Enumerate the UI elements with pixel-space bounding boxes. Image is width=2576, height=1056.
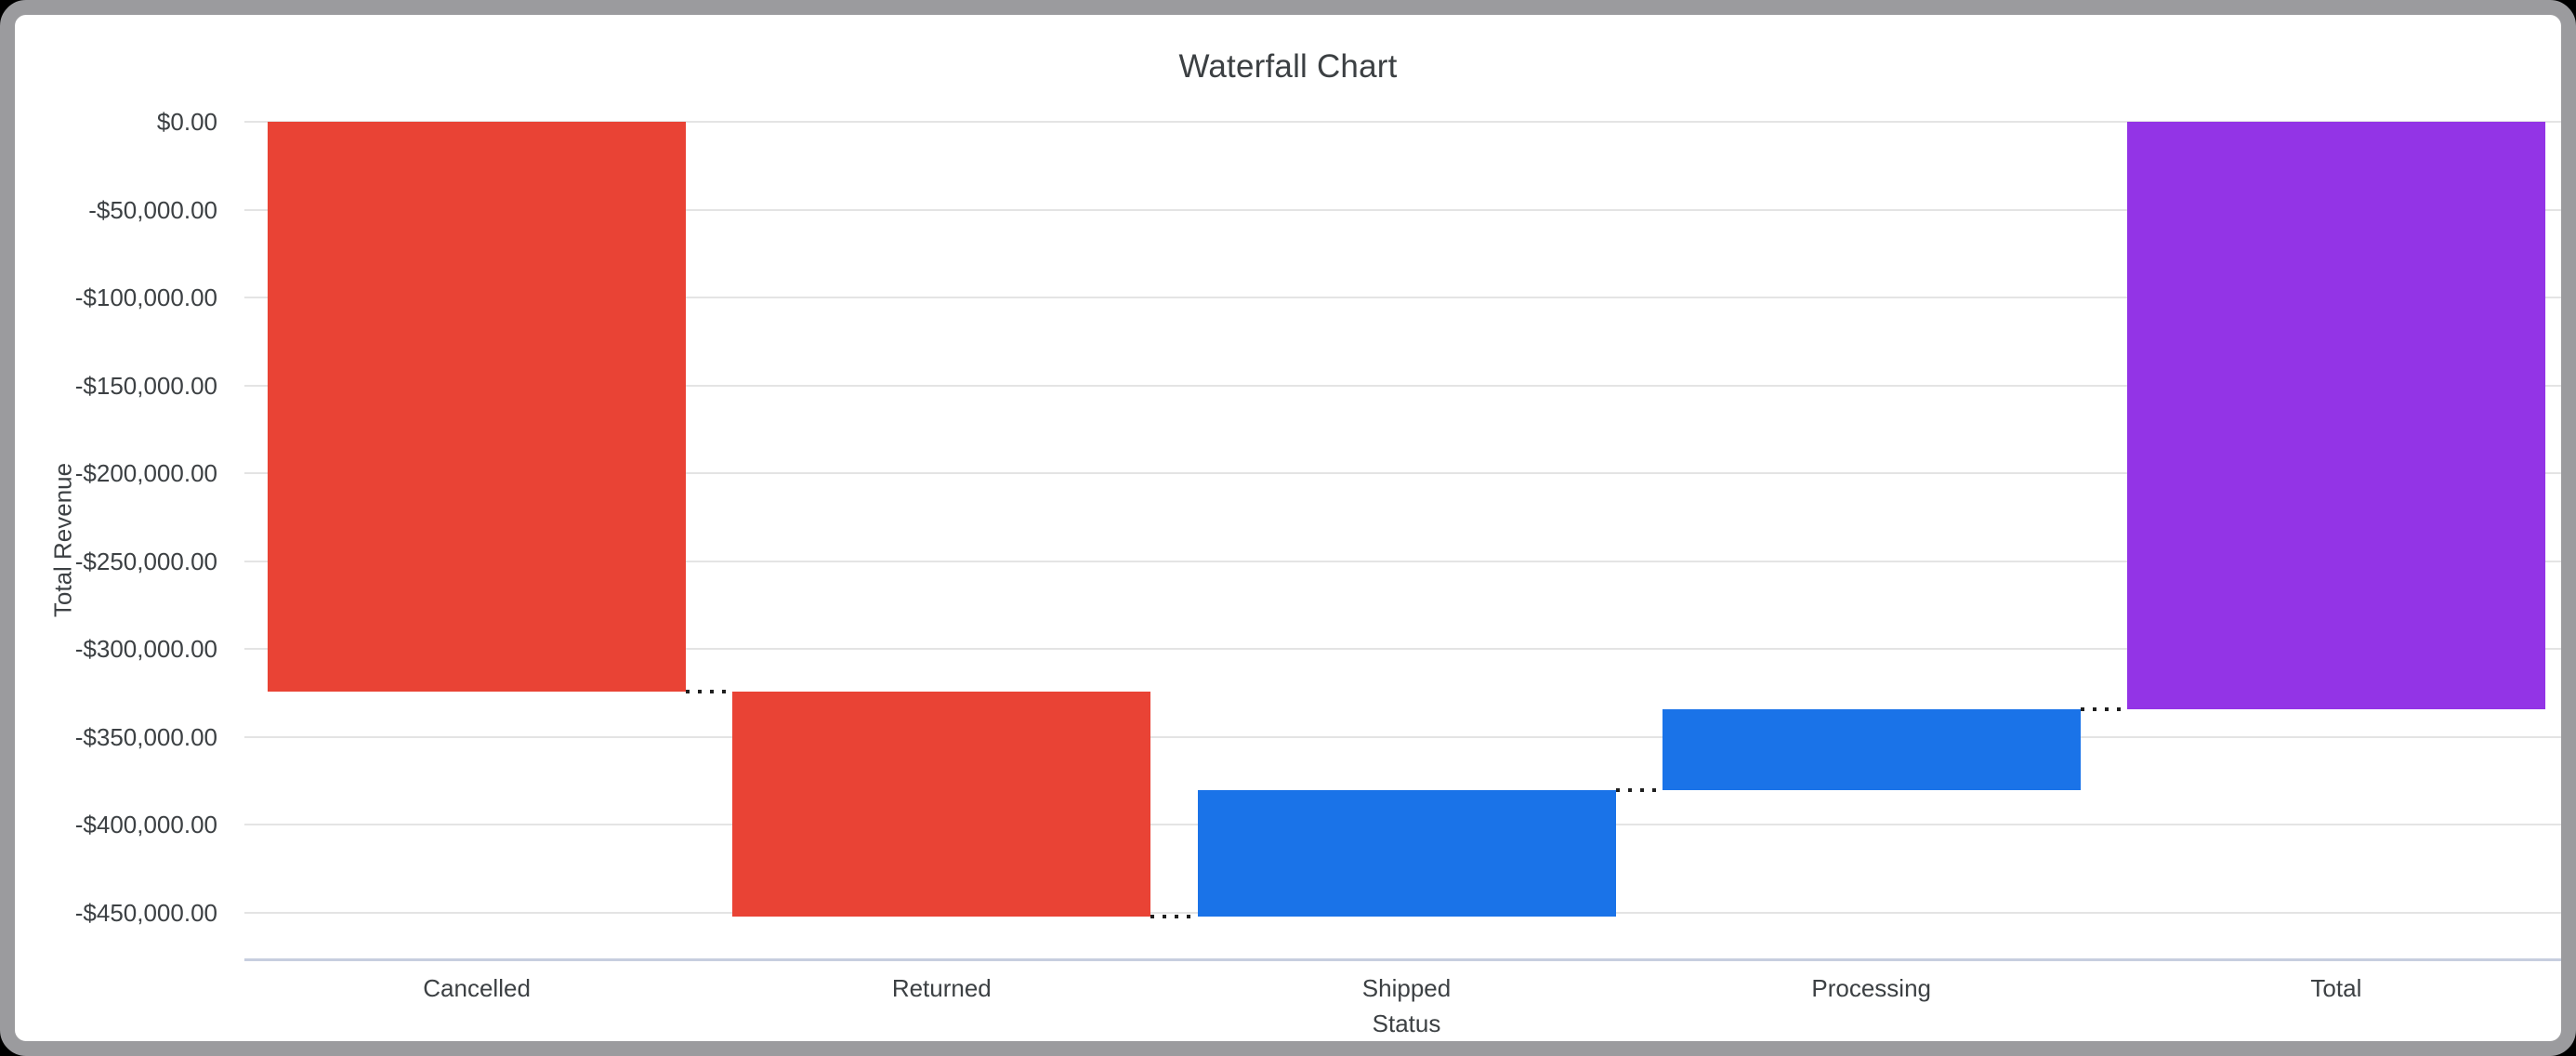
gridline — [244, 648, 2561, 650]
y-tick-label: -$450,000.00 — [74, 898, 217, 927]
y-tick-label: -$100,000.00 — [74, 284, 217, 311]
gridline — [244, 384, 2561, 387]
x-axis-line — [244, 958, 2561, 961]
gridline — [244, 735, 2561, 738]
waterfall-connector — [1615, 787, 1664, 792]
bar-processing[interactable] — [1662, 709, 2081, 790]
y-tick-label: -$50,000.00 — [88, 195, 217, 224]
bar-returned[interactable] — [732, 691, 1151, 917]
gridline — [244, 208, 2561, 211]
y-tick-label: -$250,000.00 — [74, 547, 217, 575]
y-tick-label: $0.00 — [156, 108, 217, 136]
x-category-label-shipped: Shipped — [1361, 974, 1452, 1002]
x-axis-title: Status — [1372, 1010, 1441, 1037]
x-category-label-cancelled: Cancelled — [423, 974, 531, 1002]
chart-title: Waterfall Chart — [1178, 48, 1398, 85]
bar-total[interactable] — [2126, 122, 2545, 710]
gridline — [244, 560, 2561, 562]
gridline — [244, 121, 2561, 123]
y-tick-label: -$200,000.00 — [74, 459, 217, 487]
chart-stage: Waterfall Chart Total Revenue $0.00 -$50,… — [15, 15, 2561, 1041]
gridline — [244, 472, 2561, 474]
gridline — [244, 297, 2561, 298]
y-tick-label: -$400,000.00 — [74, 811, 217, 838]
bar-cancelled[interactable] — [268, 122, 687, 692]
x-category-label-returned: Returned — [891, 974, 992, 1002]
y-tick-label: -$300,000.00 — [74, 635, 217, 663]
waterfall-connector — [686, 689, 735, 693]
y-tick-label: -$150,000.00 — [74, 371, 217, 400]
y-tick-label: -$350,000.00 — [74, 722, 217, 751]
x-category-label-total: Total — [2310, 974, 2362, 1002]
waterfall-connector — [1150, 915, 1200, 919]
bar-shipped[interactable] — [1197, 789, 1616, 917]
x-category-label-processing: Processing — [1811, 974, 1931, 1002]
waterfall-connector — [2080, 707, 2129, 712]
